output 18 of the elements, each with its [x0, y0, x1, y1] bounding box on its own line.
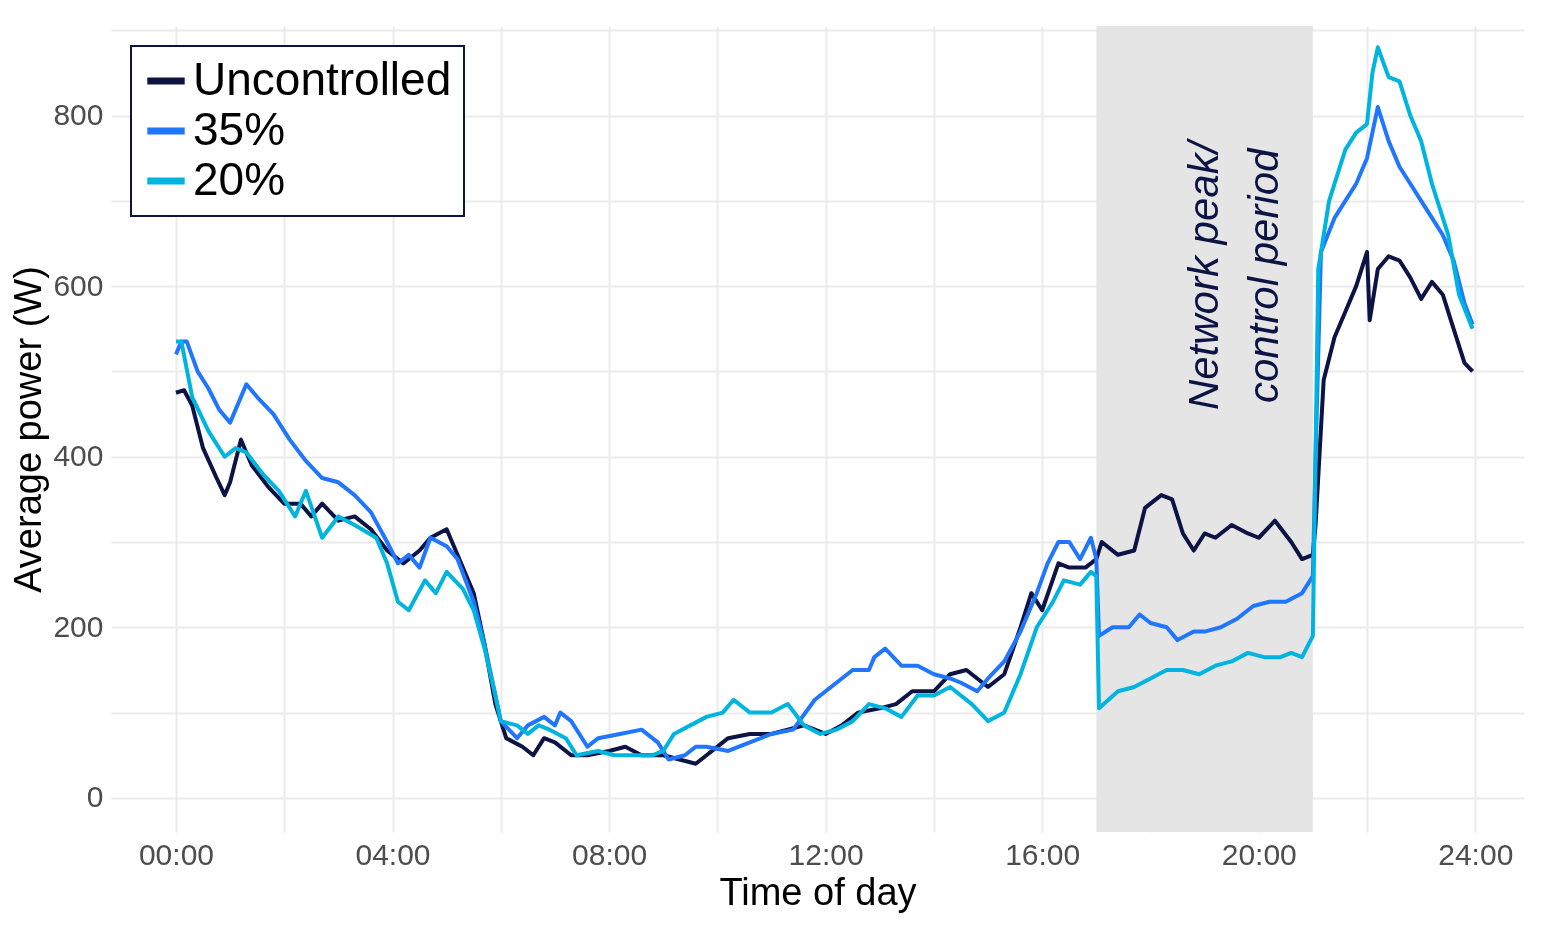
- y-tick-label: 600: [53, 268, 104, 302]
- x-tick-label: 20:00: [1221, 837, 1297, 871]
- x-tick-label: 04:00: [355, 837, 431, 871]
- x-tick-label: 08:00: [572, 837, 648, 871]
- legend-label: Uncontrolled: [193, 53, 452, 105]
- band-label: Network peak/ control period: [1179, 137, 1287, 411]
- y-tick-label: 400: [53, 439, 104, 473]
- x-axis-title: Time of day: [719, 870, 917, 913]
- x-tick-label: 24:00: [1438, 837, 1514, 871]
- y-tick-label: 800: [53, 98, 104, 132]
- y-tick-label: 200: [53, 609, 104, 643]
- legend-label: 20%: [193, 153, 286, 205]
- x-tick-label: 12:00: [788, 837, 864, 871]
- y-axis-title: Average power (W): [7, 266, 50, 593]
- x-tick-label: 16:00: [1005, 837, 1081, 871]
- x-tick-label: 00:00: [138, 837, 214, 871]
- y-tick-label: 0: [86, 780, 104, 814]
- legend-label: 35%: [193, 103, 286, 155]
